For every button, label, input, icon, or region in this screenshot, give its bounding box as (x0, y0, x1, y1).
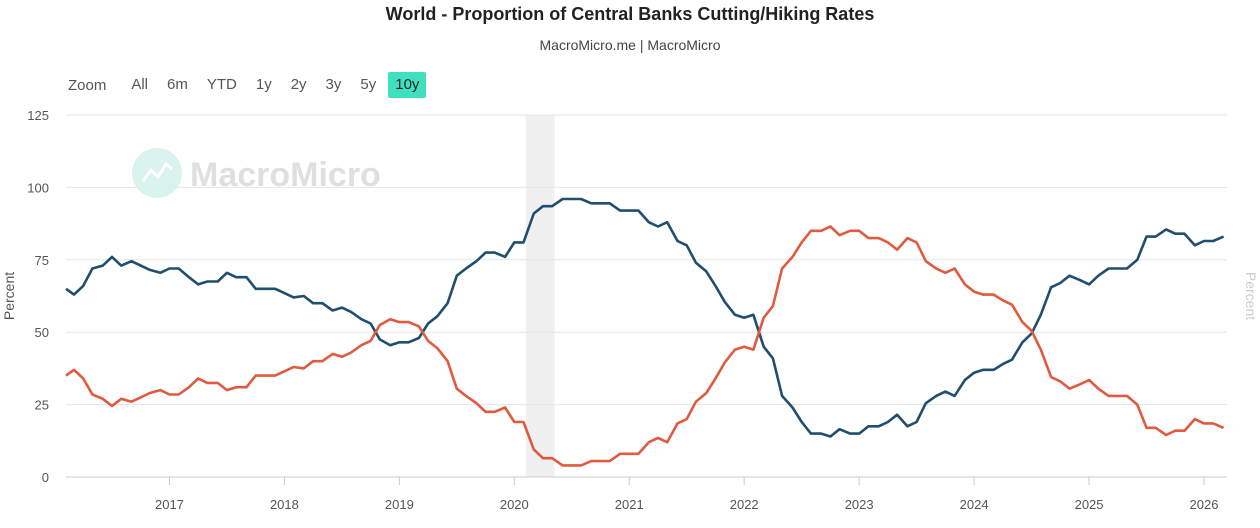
x-tick-label-2017: 2017 (155, 497, 184, 512)
shaded-period-layer (525, 115, 555, 477)
chart-subtitle: MacroMicro.me | MacroMicro (539, 37, 721, 53)
zoom-5y-button[interactable]: 5y (360, 76, 377, 93)
y-tick-label-50: 50 (35, 325, 49, 340)
watermark-text: MacroMicro (190, 156, 381, 194)
zoom-3y-button[interactable]: 3y (325, 76, 342, 93)
x-tick-label-2022: 2022 (730, 497, 759, 512)
x-tick-label-2021: 2021 (615, 497, 644, 512)
chart-title: World - Proportion of Central Banks Cutt… (385, 4, 875, 24)
watermark-chart-icon (141, 161, 173, 182)
y-axis-ticks: 0 25 50 75 100 125 (27, 108, 49, 485)
x-tick-label-2020: 2020 (500, 497, 529, 512)
zoom-all-button[interactable]: All (131, 76, 149, 93)
x-tick-label-2024: 2024 (960, 497, 989, 512)
y-tick-label-125: 125 (27, 108, 49, 123)
x-tick-label-2026: 2026 (1190, 497, 1219, 512)
zoom-10y-button[interactable]: 10y (388, 72, 427, 98)
watermark-logo-icon (132, 148, 182, 198)
zoom-ytd-button[interactable]: YTD (206, 76, 237, 93)
series-layer (65, 197, 1225, 467)
series-line-hiking[interactable] (65, 225, 1225, 467)
x-axis-ticks: 2017 2018 2019 2020 2021 2022 2023 2024 2025 2026 (155, 477, 1218, 512)
x-tick-label-2018: 2018 (270, 497, 299, 512)
y-tick-label-25: 25 (35, 398, 49, 413)
y-axis-title-left: Percent (1, 272, 17, 320)
zoom-2y-button[interactable]: 2y (290, 76, 307, 93)
x-tick-label-2023: 2023 (845, 497, 874, 512)
y-axis-title-right: Percent (1243, 272, 1259, 320)
watermark: MacroMicro (132, 148, 381, 198)
x-tick-label-2019: 2019 (385, 497, 414, 512)
y-tick-label-75: 75 (35, 253, 49, 268)
y-tick-label-100: 100 (27, 180, 49, 195)
recession-shade-0 (525, 115, 555, 477)
zoom-label: Zoom (68, 76, 107, 94)
x-tick-label-2025: 2025 (1075, 497, 1104, 512)
y-tick-label-0: 0 (42, 470, 49, 485)
zoom-1y-button[interactable]: 1y (255, 76, 272, 93)
zoom-6m-button[interactable]: 6m (167, 76, 188, 93)
series-line-cutting[interactable] (65, 197, 1225, 438)
zoom-bar: Zoom All 6m YTD 1y 2y 3y 5y 10y (62, 71, 431, 99)
